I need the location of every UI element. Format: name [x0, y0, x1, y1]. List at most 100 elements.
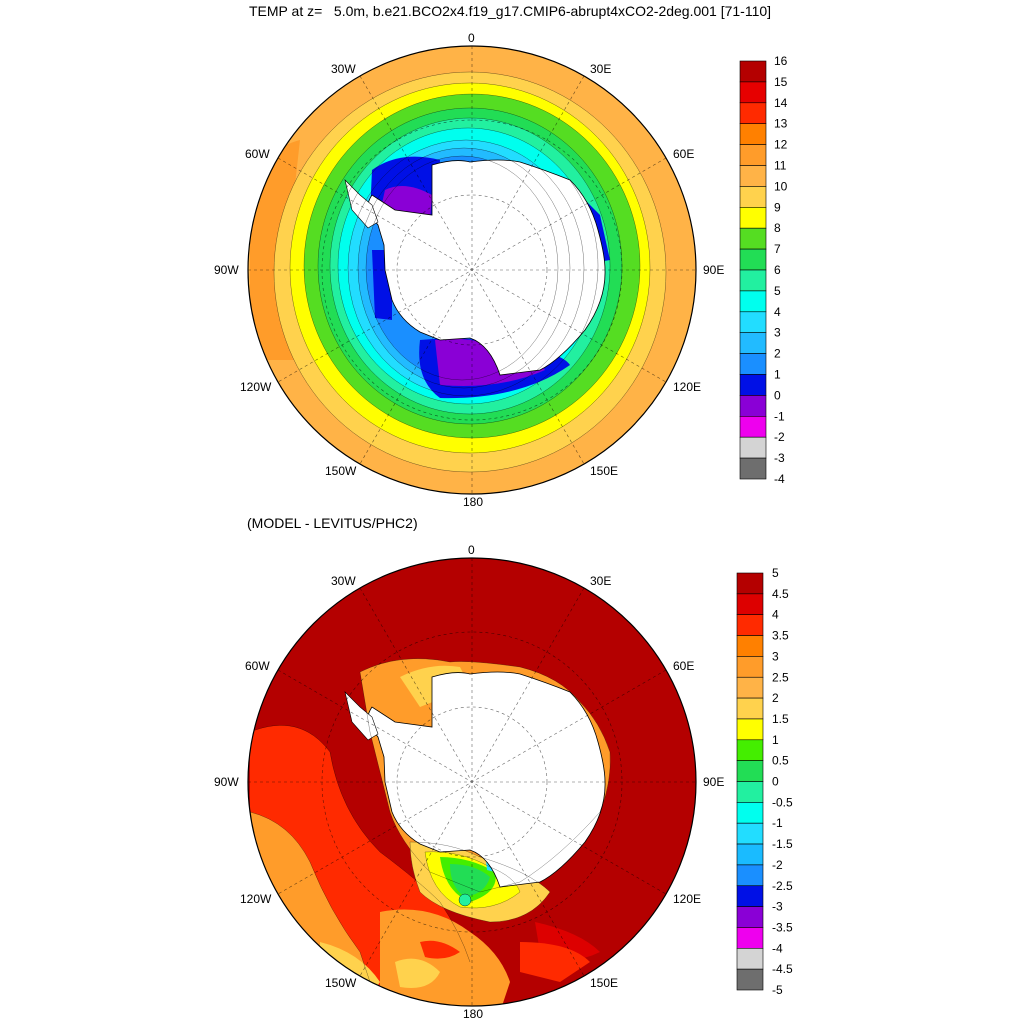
top-colorbar-tick-label: -4 — [774, 472, 785, 486]
top-colorbar-swatch — [739, 227, 767, 250]
lon-label: 180 — [463, 495, 483, 509]
lon-label: 60W — [245, 147, 270, 161]
bottom-colorbar-swatch — [736, 739, 764, 761]
bottom-map-border — [247, 557, 697, 1007]
bottom-colorbar-swatch — [736, 822, 764, 845]
bottom-colorbar-swatch — [736, 802, 764, 824]
bottom-colorbar-swatch — [736, 927, 764, 949]
bottom-colorbar-tick-label: -4 — [772, 941, 783, 955]
top-colorbar-tick-label: 14 — [774, 96, 788, 110]
bottom-colorbar-tick-label: -3 — [772, 900, 783, 914]
lon-label: 90E — [703, 263, 724, 277]
bottom-colorbar-swatch — [736, 781, 764, 803]
bottom-colorbar-swatch — [736, 656, 764, 678]
bottom-colorbar-swatch — [736, 718, 764, 741]
top-colorbar-tick-label: 0 — [774, 388, 781, 402]
top-colorbar-tick-label: -3 — [774, 451, 785, 465]
top-colorbar-swatch — [739, 457, 767, 480]
lon-label: 0 — [468, 543, 475, 557]
bottom-colorbar-tick-label: -1.5 — [772, 837, 793, 851]
bottom-colorbar-swatch — [736, 906, 764, 928]
top-colorbar-swatch — [739, 81, 767, 104]
bottom-longitude-labels: 0 30E 60E 90E 120E 150E 180 150W 120W 90… — [214, 543, 724, 1021]
top-colorbar-tick-label: 16 — [774, 54, 788, 68]
top-colorbar-tick-label: 11 — [774, 159, 787, 173]
top-colorbar-swatch — [739, 60, 767, 83]
bottom-colorbar-tick-label: 5 — [772, 566, 779, 580]
bottom-colorbar-tick-label: 2 — [772, 691, 779, 705]
bottom-colorbar-tick-label: -5 — [772, 983, 783, 997]
bottom-colorbar-swatch — [736, 843, 764, 866]
bottom-colorbar: 5 4.5 4 3.5 3 2.5 2 1.5 1 0.5 0 -0.5 -1 -1.5 -2 -2.5 -3 -… — [736, 566, 793, 997]
top-colorbar-tick-label: 7 — [774, 242, 781, 256]
bottom-colorbar-swatch — [736, 676, 764, 699]
top-colorbar-tick-label: 2 — [774, 347, 781, 361]
bottom-colorbar-tick-label: 0.5 — [772, 754, 789, 768]
top-graticule — [248, 46, 696, 494]
top-colorbar-swatch — [739, 269, 767, 292]
bottom-colorbar-tick-label: 1.5 — [772, 712, 789, 726]
top-colorbar-swatch — [739, 165, 767, 187]
bottom-colorbar-tick-label: -0.5 — [772, 795, 793, 809]
top-colorbar-swatch — [739, 123, 767, 145]
lon-label: 120W — [240, 380, 272, 394]
lon-label: 90W — [214, 775, 239, 789]
top-colorbar-tick-label: 3 — [774, 326, 781, 340]
bottom-colorbar-swatch — [736, 572, 764, 595]
top-longitude-labels: 0 30E 60E 90E 120E 150E 180 150W 120W 90… — [214, 31, 724, 509]
top-colorbar-swatch — [739, 415, 767, 438]
bottom-contour-lines — [249, 658, 611, 1006]
lon-label: 150W — [325, 464, 357, 478]
top-map-border — [247, 45, 697, 495]
bottom-colorbar-tick-label: -2 — [772, 858, 783, 872]
top-colorbar-swatch — [739, 374, 767, 396]
lon-label: 60W — [245, 659, 270, 673]
lon-label: 150E — [590, 464, 618, 478]
top-colorbar-swatch — [739, 186, 767, 208]
lon-label: 30E — [590, 574, 611, 588]
top-polar-map: 0 30E 60E 90E 120E 150E 180 150W 120W 90… — [214, 31, 788, 509]
top-colorbar-tick-label: 10 — [774, 179, 788, 193]
lon-label: 120E — [673, 892, 701, 906]
bottom-colorbar-tick-label: 3.5 — [772, 629, 789, 643]
bottom-colorbar-tick-label: 4 — [772, 608, 779, 622]
top-colorbar-swatch — [739, 332, 767, 354]
bottom-colorbar-swatch — [736, 760, 764, 782]
top-colorbar-swatch — [739, 207, 767, 229]
top-colorbar-tick-label: 13 — [774, 117, 788, 131]
bottom-colorbar-tick-label: -3.5 — [772, 920, 793, 934]
bottom-colorbar-tick-label: 2.5 — [772, 670, 789, 684]
lon-label: 90E — [703, 775, 724, 789]
lon-label: 30W — [331, 62, 356, 76]
lon-label: 150W — [325, 976, 357, 990]
top-colorbar-swatch — [739, 290, 767, 313]
top-colorbar-tick-label: 9 — [774, 200, 781, 214]
lon-label: 30E — [590, 62, 611, 76]
lon-label: 60E — [673, 659, 694, 673]
top-colorbar-tick-label: -2 — [774, 430, 785, 444]
lon-label: 180 — [463, 1007, 483, 1021]
bottom-colorbar-tick-label: 1 — [772, 733, 779, 747]
bottom-polar-map: 0 30E 60E 90E 120E 150E 180 150W 120W 90… — [214, 543, 793, 1021]
bottom-panel-title: (MODEL - LEVITUS/PHC2) — [247, 515, 418, 531]
lon-label: 150E — [590, 976, 618, 990]
bottom-colorbar-tick-label: -2.5 — [772, 879, 793, 893]
bottom-colorbar-swatch — [736, 864, 764, 887]
bottom-graticule — [248, 558, 696, 1006]
bottom-colorbar-tick-label: 4.5 — [772, 587, 789, 601]
top-colorbar-tick-label: 8 — [774, 221, 781, 235]
lon-label: 90W — [214, 263, 239, 277]
bottom-colorbar-swatch — [736, 697, 764, 720]
top-colorbar-swatch — [739, 102, 767, 125]
lon-label: 0 — [468, 31, 475, 45]
top-colorbar-tick-label: 4 — [774, 305, 781, 319]
top-colorbar-swatch — [739, 395, 767, 417]
bottom-colorbar-swatch — [736, 968, 764, 991]
lon-label: 60E — [673, 147, 694, 161]
top-colorbar-tick-label: 12 — [774, 138, 788, 152]
bottom-colorbar-swatch — [736, 593, 764, 615]
bottom-colorbar-tick-label: 0 — [772, 775, 779, 789]
top-colorbar-swatch — [739, 436, 767, 459]
top-colorbar-tick-label: 6 — [774, 263, 781, 277]
